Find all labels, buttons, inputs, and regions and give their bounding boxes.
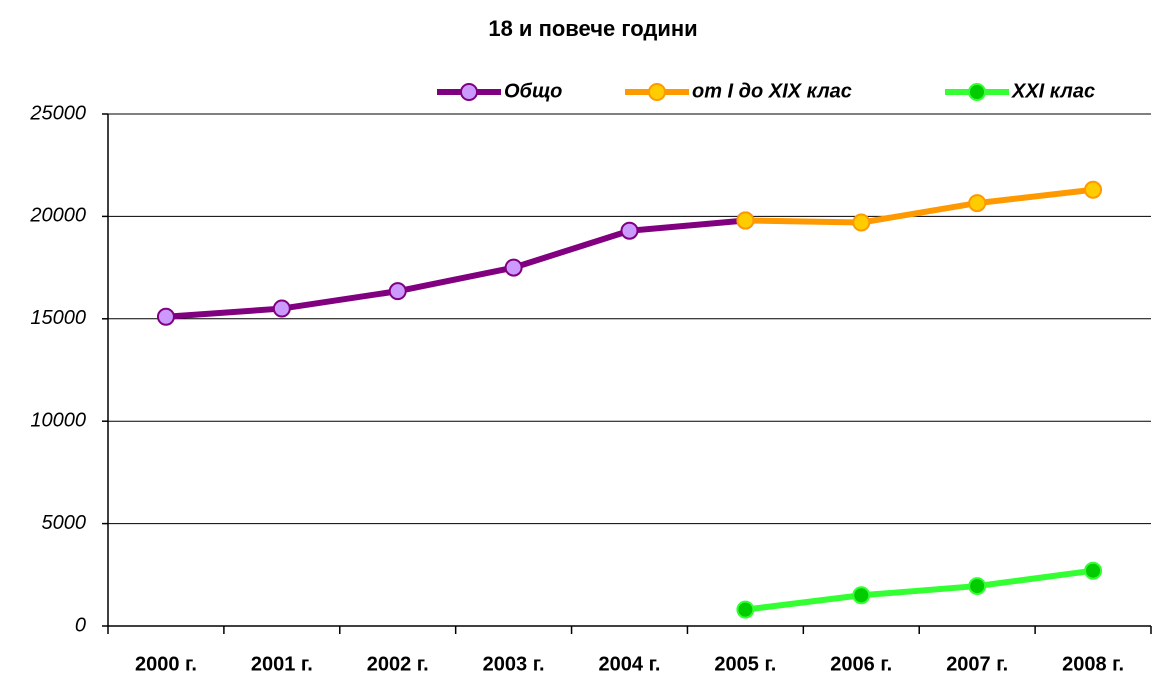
- data-point: [852, 213, 871, 232]
- legend-label: от I до XIX клас: [692, 80, 852, 102]
- data-point: [504, 258, 523, 277]
- y-tick-label: 15000: [30, 307, 86, 329]
- x-tick-label: 2006 г.: [830, 653, 892, 675]
- series-line: [165, 217, 746, 320]
- series-line: [745, 567, 1094, 613]
- x-tick-label: 2000 г.: [135, 653, 197, 675]
- x-tick-label: 2007 г.: [946, 653, 1008, 675]
- data-point: [620, 221, 639, 240]
- data-point: [1084, 561, 1103, 580]
- data-point: [968, 577, 987, 596]
- x-tick-label: 2004 г.: [599, 653, 661, 675]
- x-tick-label: 2002 г.: [367, 653, 429, 675]
- y-tick-label: 0: [75, 614, 86, 636]
- legend-marker: [968, 83, 986, 101]
- y-tick-label: 10000: [30, 409, 86, 431]
- legend-marker: [648, 83, 666, 101]
- x-tick-label: 2001 г.: [251, 653, 313, 675]
- legend-label: XXI клас: [1011, 80, 1095, 102]
- data-point: [852, 586, 871, 605]
- data-point: [388, 282, 407, 301]
- x-tick-label: 2008 г.: [1062, 653, 1124, 675]
- data-point: [968, 194, 987, 213]
- data-point: [272, 299, 291, 318]
- data-point: [156, 307, 175, 326]
- x-tick-label: 2003 г.: [483, 653, 545, 675]
- chart-title: 18 и повече години: [488, 16, 697, 41]
- y-tick-label: 5000: [42, 512, 87, 534]
- data-point: [1084, 180, 1103, 199]
- data-point: [736, 211, 755, 230]
- y-tick-label: 25000: [29, 102, 86, 124]
- x-tick-label: 2005 г.: [714, 653, 776, 675]
- series-line: [745, 186, 1094, 226]
- legend-label: Общо: [504, 80, 562, 102]
- y-tick-label: 20000: [29, 205, 86, 227]
- legend-marker: [460, 83, 478, 101]
- data-point: [736, 600, 755, 619]
